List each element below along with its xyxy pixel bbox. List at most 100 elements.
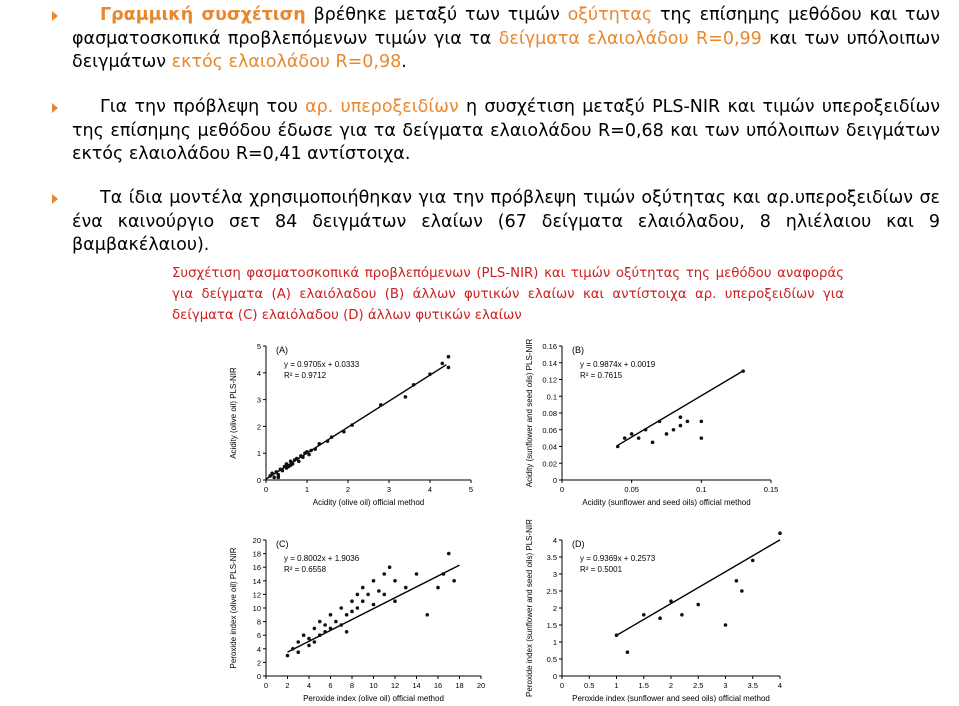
data-point bbox=[446, 551, 451, 556]
data-point bbox=[276, 475, 281, 480]
bullet-arrow-icon bbox=[52, 11, 58, 21]
data-point bbox=[285, 653, 290, 658]
y-tick-label: 3 bbox=[257, 396, 261, 405]
x-tick-label: 5 bbox=[469, 485, 473, 494]
data-point bbox=[272, 475, 276, 480]
y-tick-label: 0.12 bbox=[542, 376, 557, 385]
data-point bbox=[360, 599, 365, 603]
figure-panel: 0 1 2 3 4 5 0 1 2 3 4 5 (A) y = 0.9705x + 0.0333 R² = … bbox=[204, 324, 815, 702]
data-point bbox=[411, 383, 416, 387]
bullet-1-part: εκτός ελαιολάδου R=0,98 bbox=[171, 52, 402, 72]
x-tick-label: 10 bbox=[369, 681, 377, 690]
y-tick-label: 12 bbox=[253, 590, 261, 599]
data-point bbox=[371, 579, 376, 583]
data-point bbox=[344, 613, 349, 617]
data-point bbox=[678, 423, 683, 428]
panel-label: (D) bbox=[572, 539, 585, 549]
r2-label: R² = 0.5001 bbox=[580, 565, 623, 574]
x-tick-label: 20 bbox=[477, 681, 485, 690]
data-point bbox=[650, 440, 655, 445]
data-point bbox=[274, 470, 279, 474]
bullet-1-text: Γραμμική συσχέτιση βρέθηκε μεταξύ των τι… bbox=[72, 4, 940, 75]
data-point bbox=[641, 613, 646, 617]
y-tick-label: 0.14 bbox=[542, 359, 557, 368]
data-point bbox=[305, 450, 309, 454]
data-point bbox=[312, 640, 317, 644]
r2-label: R² = 0.9712 bbox=[284, 371, 327, 380]
x-tick-label: 0.5 bbox=[584, 681, 594, 690]
data-point bbox=[355, 592, 360, 597]
data-point bbox=[741, 369, 745, 373]
bullet-1-part: . bbox=[401, 52, 407, 72]
bullet-2-part: η συσχέτιση μεταξύ PLS-NIR και τιμών υπε… bbox=[72, 97, 940, 164]
x-tick-label: 2 bbox=[346, 485, 350, 494]
equation-label: y = 0.8002x + 1.9036 bbox=[284, 554, 360, 563]
y-tick-label: 8 bbox=[257, 618, 261, 627]
data-point bbox=[342, 429, 346, 434]
bullet-3-part: Τα ίδια μοντέλα χρησιμοποιήθηκαν για την… bbox=[72, 188, 940, 255]
equation-label: y = 0.9369x + 0.2573 bbox=[580, 554, 656, 563]
data-point bbox=[382, 592, 387, 597]
y-tick-label: 0 bbox=[553, 476, 557, 485]
x-tick-label: 3 bbox=[387, 485, 391, 494]
panel-label: (A) bbox=[276, 345, 288, 355]
y-tick-label: 0 bbox=[553, 672, 557, 681]
x-tick-label: 3 bbox=[723, 681, 727, 690]
bullet-1-part: δείγματα ελαιολάδου R=0,99 bbox=[498, 28, 762, 49]
x-axis-label: Peroxide index (sunflower and seed oils)… bbox=[572, 694, 770, 702]
y-tick-label: 2 bbox=[553, 604, 557, 613]
data-point bbox=[625, 650, 630, 654]
chart-1: 0 1 2 3 4 5 0 1 2 3 4 5 (A) y = 0.9705x + 0.0333 R² = … bbox=[229, 342, 473, 507]
x-tick-label: 12 bbox=[391, 681, 399, 690]
y-tick-label: 14 bbox=[253, 577, 261, 586]
data-point bbox=[436, 585, 440, 590]
x-tick-label: 0 bbox=[560, 681, 564, 690]
data-point bbox=[723, 623, 728, 627]
bullet-2-text: Για την πρόβλεψη του αρ. υπεροξειδίων η … bbox=[72, 96, 940, 167]
data-point bbox=[622, 436, 627, 440]
data-point bbox=[734, 579, 739, 583]
data-point bbox=[446, 354, 451, 359]
bullet-3-text: Τα ίδια μοντέλα χρησιμοποιήθηκαν για την… bbox=[72, 187, 940, 258]
data-point bbox=[268, 474, 272, 478]
y-tick-label: 10 bbox=[253, 604, 261, 613]
y-tick-label: 3 bbox=[553, 570, 557, 579]
y-tick-label: 0 bbox=[257, 672, 261, 681]
x-axis-label: Acidity (olive oil) official method bbox=[313, 498, 424, 507]
data-point bbox=[323, 630, 327, 634]
data-point bbox=[377, 589, 381, 593]
trend-line bbox=[265, 364, 447, 480]
data-point bbox=[339, 623, 344, 627]
data-point bbox=[350, 599, 354, 603]
data-point bbox=[328, 626, 333, 631]
data-point bbox=[276, 472, 281, 477]
x-tick-label: 14 bbox=[412, 681, 420, 690]
bullet-1: Γραμμική συσχέτιση βρέθηκε μεταξύ των τι… bbox=[52, 4, 940, 75]
x-tick-label: 4 bbox=[307, 681, 311, 690]
data-point bbox=[288, 459, 293, 464]
x-axis-label: Peroxide index (olive oil) official meth… bbox=[303, 694, 444, 702]
data-point bbox=[403, 585, 408, 590]
data-point bbox=[387, 565, 392, 569]
trend-line bbox=[617, 370, 744, 446]
y-tick-label: 18 bbox=[253, 550, 261, 559]
bullet-2-part: Για την πρόβλεψη του bbox=[100, 97, 306, 117]
x-tick-label: 2 bbox=[285, 681, 289, 690]
chart-3: 0 2 4 6 8 10 12 14 16 18 20 0 2 4 6 8 10 12 14 16 18 20 (C) y =… bbox=[229, 536, 485, 702]
data-point bbox=[636, 436, 641, 440]
x-tick-label: 2 bbox=[669, 681, 673, 690]
x-tick-label: 6 bbox=[328, 681, 332, 690]
data-point bbox=[329, 435, 334, 439]
data-point bbox=[671, 427, 676, 432]
data-point bbox=[696, 602, 701, 607]
data-point bbox=[428, 372, 432, 376]
figure-caption: Συσχέτιση φασματοσκοπικά προβλεπόμενων (… bbox=[172, 266, 844, 323]
trend-line bbox=[616, 539, 781, 637]
y-tick-label: 0.5 bbox=[547, 655, 557, 664]
data-point bbox=[350, 609, 354, 614]
data-point bbox=[685, 419, 690, 424]
data-point bbox=[307, 643, 311, 648]
x-tick-label: 4 bbox=[778, 681, 782, 690]
data-point bbox=[288, 463, 293, 468]
bullet-1-part: και των υπόλοιπων δειγμάτων bbox=[72, 28, 940, 73]
